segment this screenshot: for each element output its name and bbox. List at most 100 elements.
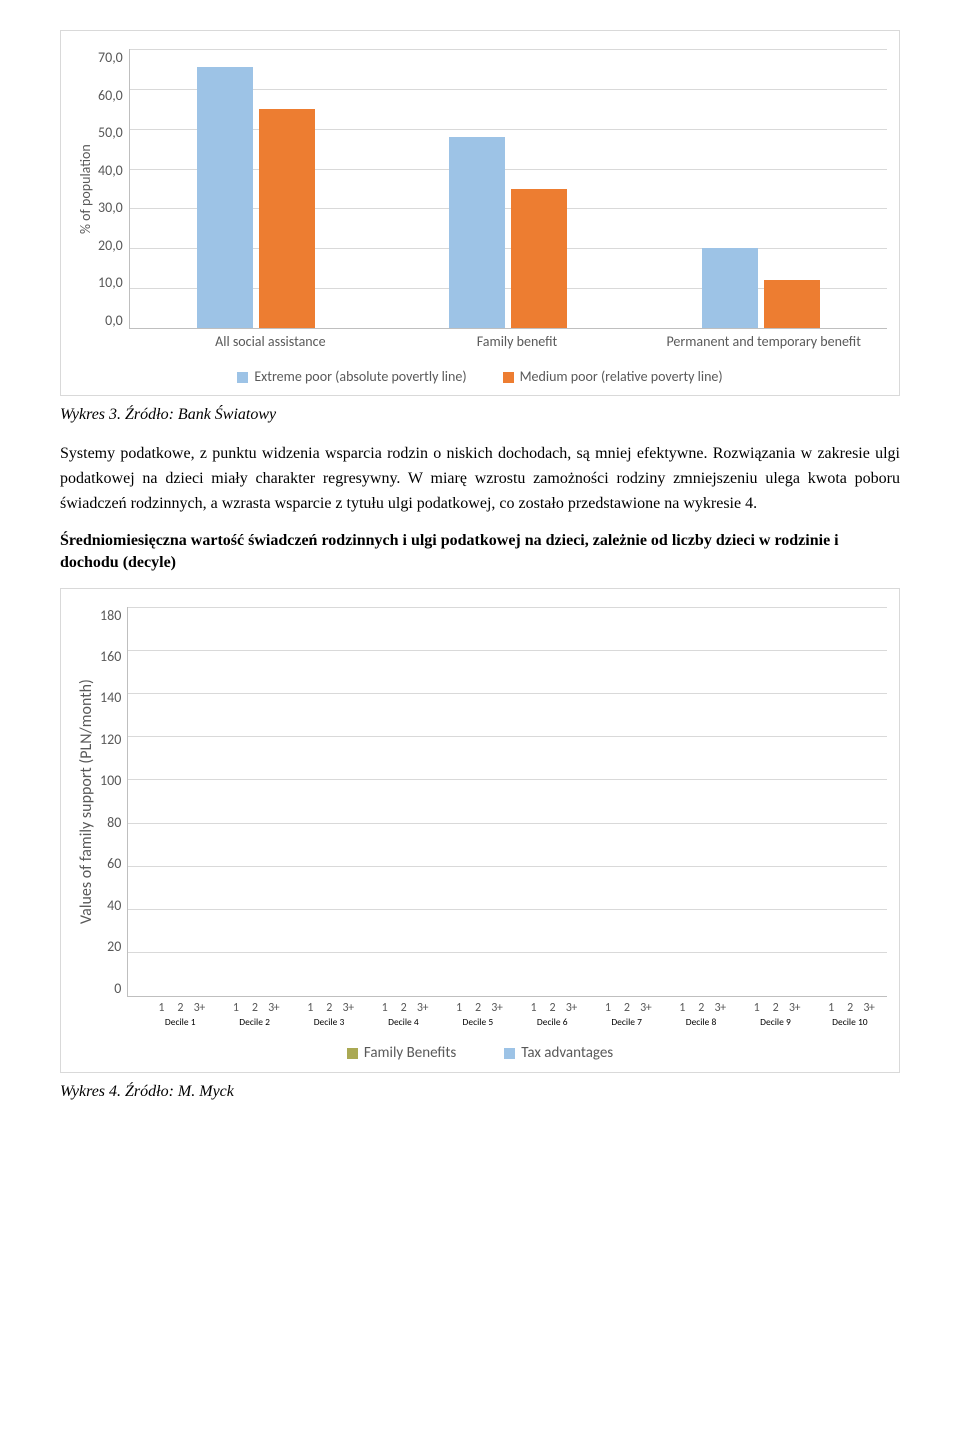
chart2-sub-tick: 1 [154,1001,169,1015]
chart2-sub-tick: 1 [526,1001,541,1015]
chart2-sub-tick: 3+ [341,1001,356,1015]
chart2-xgroup: 12 3+Decile 5 [441,1001,515,1028]
chart1-category [382,49,634,328]
chart-2-body: Values of family support (PLN/month) 180… [73,607,887,997]
chart-1-frame: % of population 70,060,050,040,030,020,0… [60,30,900,396]
chart2-sub-tick: 2 [842,1001,857,1015]
chart1-category [130,49,382,328]
chart2-sub-tick: 3+ [415,1001,430,1015]
chart2-ytick: 160 [100,648,121,665]
chart2-decile-group [508,607,584,996]
chart2-sub-tick: 1 [600,1001,615,1015]
chart2-decile-label: Decile 3 [292,1016,366,1028]
chart2-ytick: 40 [100,897,121,914]
chart2-sub-tick: 2 [396,1001,411,1015]
chart1-ytick: 50,0 [98,124,123,141]
chart2-xgroup: 12 3+Decile 10 [813,1001,887,1028]
chart2-ytick: 100 [100,772,121,789]
chart2-decile-label: Decile 1 [143,1016,217,1028]
chart2-decile-group [659,607,735,996]
chart2-decile-label: Decile 5 [441,1016,515,1028]
chart2-legend-item: Family Benefits [347,1044,456,1062]
caption-wykres-4: Wykres 4. Źródło: M. Myck [60,1083,900,1101]
chart1-bar [197,67,253,328]
chart1-plot [129,49,887,329]
chart2-xgroup: 12 3+Decile 3 [292,1001,366,1028]
chart2-sub-tick: 1 [823,1001,838,1015]
chart2-sub-tick: 2 [694,1001,709,1015]
chart2-sub-tick: 3+ [787,1001,802,1015]
chart1-ytick: 30,0 [98,199,123,216]
chart2-sub-tick: 3+ [861,1001,876,1015]
chart1-legend-item: Extreme poor (absolute povertly line) [237,368,466,385]
chart2-decile-group [204,607,280,996]
chart1-xlabel: Permanent and temporary benefit [640,333,887,350]
chart1-bar [259,109,315,328]
chart2-sub-tick: 1 [451,1001,466,1015]
chart2-xgroup: 123+Decile 9 [738,1001,812,1028]
chart2-heading: Średniomiesięczna wartość świadczeń rodz… [60,530,900,573]
chart2-xgroup: 123+Decile 6 [515,1001,589,1028]
chart2-sub-tick: 2 [545,1001,560,1015]
chart1-bar [702,248,758,328]
chart2-ytick: 0 [100,980,121,997]
chart2-bars [128,607,887,996]
paragraph-1: Systemy podatkowe, z punktu widzenia wsp… [60,442,900,516]
chart2-decile-group [584,607,660,996]
chart2-sub-tick: 1 [228,1001,243,1015]
chart2-ytick: 20 [100,938,121,955]
chart2-sub-tick: 3+ [713,1001,728,1015]
chart1-legend-item: Medium poor (relative poverty line) [503,368,723,385]
chart2-ytick: 60 [100,855,121,872]
chart1-bar [449,137,505,328]
chart2-sub-tick: 3+ [266,1001,281,1015]
chart2-sub-tick: 2 [470,1001,485,1015]
chart2-xgroup: 12 3+Decile 7 [589,1001,663,1028]
chart2-sub-tick: 2 [247,1001,262,1015]
chart2-xgroup: 12 3+Decile 8 [664,1001,738,1028]
chart1-ytick: 10,0 [98,274,123,291]
chart1-xaxis: All social assistanceFamily benefitPerma… [147,333,887,350]
chart1-ylabel: % of population [73,49,98,329]
chart2-decile-group [811,607,887,996]
chart2-decile-label: Decile 4 [366,1016,440,1028]
chart2-sub-tick: 2 [173,1001,188,1015]
chart2-decile-label: Decile 7 [589,1016,663,1028]
chart1-bar [511,189,567,329]
chart-1-body: % of population 70,060,050,040,030,020,0… [73,49,887,329]
chart1-bar [764,280,820,328]
chart1-legend: Extreme poor (absolute povertly line) Med… [73,368,887,385]
chart2-ytick: 180 [100,607,121,624]
chart2-ytick: 120 [100,731,121,748]
chart2-sub-tick: 1 [675,1001,690,1015]
chart2-sub-tick: 1 [303,1001,318,1015]
chart2-decile-label: Decile 8 [664,1016,738,1028]
chart2-decile-group [735,607,811,996]
chart2-decile-group [432,607,508,996]
chart2-sub-tick: 3+ [489,1001,504,1015]
chart2-ytick: 140 [100,689,121,706]
chart1-ytick: 70,0 [98,49,123,66]
chart1-ytick: 40,0 [98,162,123,179]
chart2-xaxis: 123+Decile 1123+Decile 2123+Decile 3123+… [143,1001,887,1028]
chart2-decile-group [280,607,356,996]
chart2-decile-label: Decile 10 [813,1016,887,1028]
chart2-ytick: 80 [100,814,121,831]
chart2-sub-tick: 3+ [638,1001,653,1015]
chart2-xgroup: 123+Decile 2 [217,1001,291,1028]
chart2-ylabel: Values of family support (PLN/month) [73,607,100,997]
chart2-sub-tick: 2 [322,1001,337,1015]
chart2-plot [127,607,887,997]
chart2-decile-label: Decile 9 [738,1016,812,1028]
chart2-legend: Family BenefitsTax advantages [73,1044,887,1062]
chart2-sub-tick: 3+ [564,1001,579,1015]
chart1-xlabel: All social assistance [147,333,394,350]
chart1-ytick: 60,0 [98,87,123,104]
chart1-bars [130,49,887,328]
chart2-decile-group [128,607,204,996]
chart2-sub-tick: 2 [619,1001,634,1015]
chart1-ytick: 0,0 [98,312,123,329]
chart2-yaxis: 180 160 140 120 100 80 60 40 20 0 [100,607,127,997]
chart1-yaxis: 70,060,050,040,030,020,010,00,0 [98,49,129,329]
chart1-category [635,49,887,328]
